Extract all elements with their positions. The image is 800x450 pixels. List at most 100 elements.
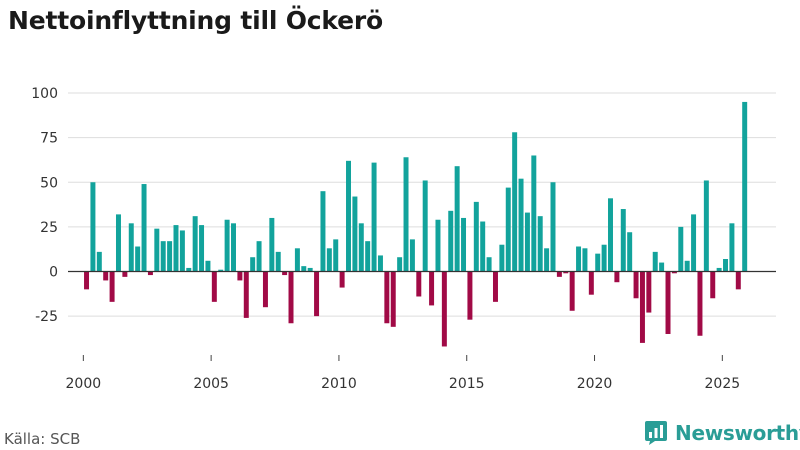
brand-logo: Newsworthy bbox=[643, 420, 800, 446]
bar bbox=[294, 248, 300, 272]
bar bbox=[518, 178, 524, 272]
bar bbox=[154, 228, 160, 272]
x-tick-label: 2000 bbox=[66, 376, 102, 392]
bar-chart: 100 75 50 25 0 -25 2000 2005 2010 2015 2020 2025 bbox=[31, 86, 776, 392]
x-tick-label: 2005 bbox=[193, 376, 229, 392]
bar bbox=[441, 271, 447, 347]
bar bbox=[186, 267, 192, 272]
bar bbox=[320, 191, 326, 272]
bar bbox=[224, 219, 230, 272]
bar bbox=[671, 271, 677, 274]
bar bbox=[422, 180, 428, 272]
x-tick-label: 2010 bbox=[321, 376, 357, 392]
bar bbox=[160, 241, 166, 272]
bar bbox=[179, 230, 185, 272]
bar bbox=[90, 182, 96, 272]
bar bbox=[250, 257, 256, 272]
y-tick-label: -25 bbox=[35, 309, 58, 325]
bar bbox=[620, 209, 626, 272]
bar bbox=[569, 271, 575, 311]
bar bbox=[550, 182, 556, 272]
bar bbox=[480, 221, 486, 272]
bar bbox=[461, 217, 467, 272]
bars bbox=[84, 101, 748, 347]
y-tick-label: 25 bbox=[40, 220, 58, 236]
bar bbox=[678, 226, 684, 272]
bar bbox=[601, 244, 607, 272]
bar bbox=[486, 257, 492, 272]
bar bbox=[397, 257, 403, 272]
bar bbox=[665, 271, 671, 334]
bar bbox=[467, 271, 473, 320]
bar bbox=[237, 271, 243, 281]
bar bbox=[691, 214, 697, 272]
bar bbox=[556, 271, 562, 277]
bar bbox=[537, 216, 543, 272]
x-tick-label: 2025 bbox=[705, 376, 741, 392]
bar bbox=[231, 223, 236, 272]
bar bbox=[544, 248, 550, 272]
bar bbox=[307, 267, 313, 272]
bar bbox=[684, 260, 690, 272]
bar bbox=[103, 271, 109, 281]
bar bbox=[505, 187, 511, 272]
bar bbox=[314, 271, 320, 317]
bar bbox=[358, 223, 364, 272]
bar bbox=[192, 216, 198, 272]
bar bbox=[633, 271, 639, 299]
bar bbox=[646, 271, 652, 313]
bar bbox=[218, 269, 224, 272]
bar bbox=[211, 271, 217, 302]
source-note: Källa: SCB bbox=[4, 430, 81, 448]
bar bbox=[122, 271, 128, 277]
y-axis-ticks: 100 75 50 25 0 -25 bbox=[31, 86, 58, 325]
bar bbox=[416, 271, 422, 297]
bar bbox=[608, 198, 613, 272]
bar bbox=[147, 271, 153, 276]
bar bbox=[384, 271, 390, 324]
chart-title: Nettoinflyttning till Öckerö bbox=[8, 6, 383, 35]
bar bbox=[723, 259, 729, 272]
bar bbox=[173, 225, 179, 272]
bar bbox=[390, 271, 396, 327]
y-tick-label: 100 bbox=[31, 86, 58, 102]
bar bbox=[128, 223, 134, 272]
bar bbox=[576, 246, 582, 272]
bar bbox=[639, 271, 645, 343]
bar bbox=[346, 160, 351, 272]
bar bbox=[735, 271, 741, 290]
bar bbox=[614, 271, 620, 283]
bar bbox=[435, 219, 441, 272]
bar bbox=[288, 271, 294, 324]
bar bbox=[301, 266, 307, 272]
bar bbox=[256, 241, 262, 272]
bar bbox=[582, 248, 588, 272]
y-tick-label: 0 bbox=[49, 265, 58, 281]
bar bbox=[115, 214, 121, 272]
bar bbox=[710, 271, 716, 299]
bar bbox=[352, 196, 358, 272]
grid-lines bbox=[68, 92, 776, 317]
bar bbox=[205, 260, 211, 272]
bar bbox=[167, 241, 173, 272]
y-tick-label: 75 bbox=[40, 131, 58, 147]
bar bbox=[377, 255, 383, 272]
bar bbox=[269, 217, 275, 272]
bar bbox=[563, 271, 569, 274]
bar bbox=[595, 253, 601, 272]
bar bbox=[109, 271, 115, 302]
bar bbox=[492, 271, 498, 302]
bar bbox=[339, 271, 345, 288]
bar bbox=[652, 251, 658, 272]
bar bbox=[96, 251, 102, 272]
bar bbox=[199, 225, 205, 272]
bar bbox=[326, 248, 332, 272]
bar bbox=[409, 239, 415, 272]
bar bbox=[141, 184, 147, 272]
bar bbox=[659, 262, 665, 272]
bar bbox=[716, 267, 722, 272]
bar bbox=[697, 271, 703, 336]
bar bbox=[262, 271, 268, 308]
bar bbox=[499, 244, 505, 272]
bar bbox=[333, 239, 339, 272]
